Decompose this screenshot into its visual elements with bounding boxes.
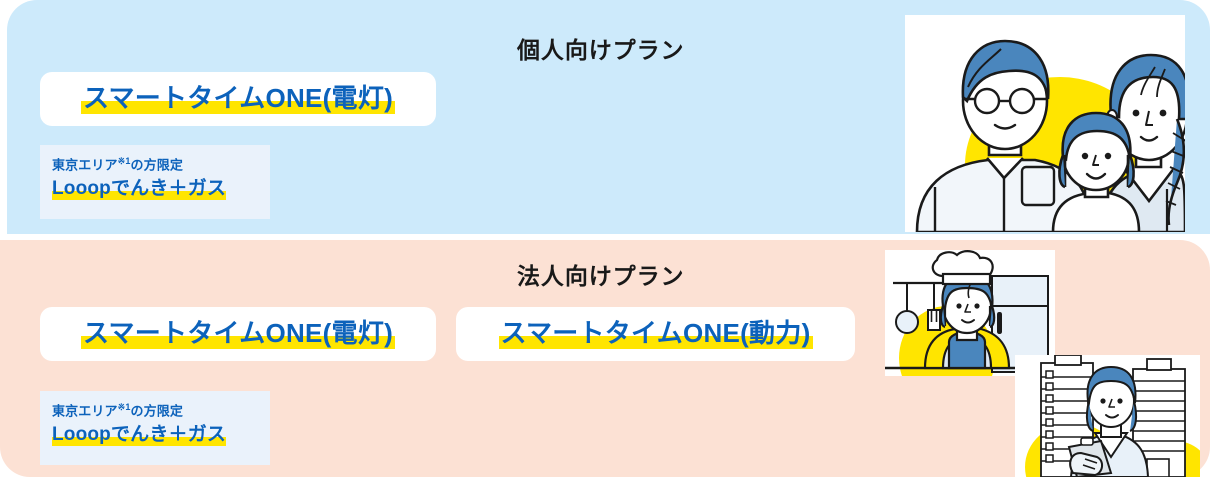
plan-card-personal-dento[interactable]: スマートタイムONE(電灯) bbox=[40, 72, 436, 126]
gas-badge-note-mark: ※1 bbox=[117, 156, 131, 166]
personal-section-title: 個人向けプラン bbox=[517, 37, 685, 63]
gas-badge-note-prefix: 東京エリア bbox=[52, 157, 118, 173]
plan-card-label: スマートタイムONE(動力) bbox=[498, 317, 813, 350]
plan-card-label: スマートタイムONE(電灯) bbox=[81, 317, 395, 350]
office-worker-illustration bbox=[1015, 355, 1200, 477]
gas-badge-note: 東京エリア※1の方限定 bbox=[52, 156, 270, 173]
plan-card-label: スマートタイムONE(電灯) bbox=[81, 82, 395, 115]
plan-card-business-dento[interactable]: スマートタイムONE(電灯) bbox=[40, 307, 436, 361]
gas-badge-note: 東京エリア※1の方限定 bbox=[52, 402, 270, 419]
plan-card-business-doryoku[interactable]: スマートタイムONE(動力) bbox=[456, 307, 855, 361]
business-section-title: 法人向けプラン bbox=[517, 263, 685, 289]
gas-badge-name: Looopでんき＋ガス bbox=[52, 423, 227, 446]
gas-badge-note-prefix: 東京エリア bbox=[52, 403, 118, 419]
business-gas-badge[interactable]: 東京エリア※1の方限定 Looopでんき＋ガス bbox=[40, 391, 270, 465]
personal-gas-badge[interactable]: 東京エリア※1の方限定 Looopでんき＋ガス bbox=[40, 145, 270, 219]
gas-badge-name: Looopでんき＋ガス bbox=[52, 177, 227, 200]
family-illustration bbox=[905, 15, 1185, 232]
gas-badge-note-mark: ※1 bbox=[117, 402, 131, 412]
gas-badge-note-suffix: の方限定 bbox=[130, 403, 183, 419]
gas-badge-note-suffix: の方限定 bbox=[130, 157, 183, 173]
